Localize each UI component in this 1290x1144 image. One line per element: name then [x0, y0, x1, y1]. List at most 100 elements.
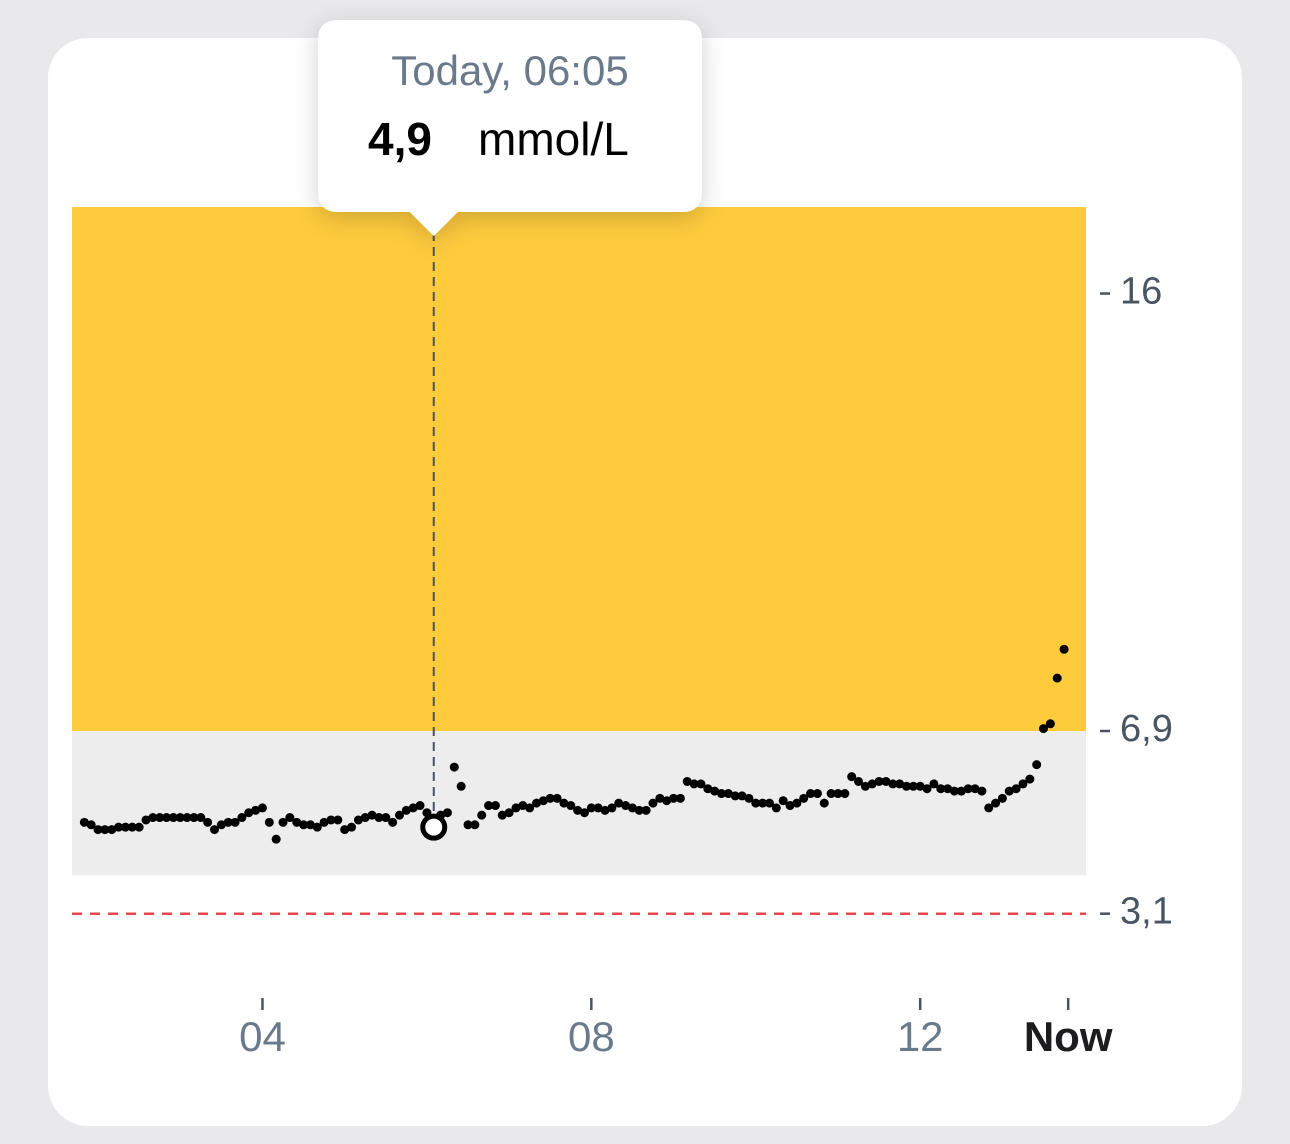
data-point: [854, 776, 864, 786]
data-point: [497, 810, 507, 820]
data-point: [134, 822, 144, 832]
data-point: [984, 803, 994, 813]
data-point: [1018, 779, 1028, 789]
data-point: [285, 813, 295, 823]
data-point: [956, 786, 966, 796]
data-point: [538, 796, 548, 806]
data-point: [463, 820, 473, 830]
data-point: [717, 789, 727, 799]
data-point: [929, 779, 939, 789]
data-point: [915, 781, 925, 791]
data-point: [703, 784, 713, 794]
range-band: [72, 731, 1086, 876]
data-point: [120, 822, 130, 832]
data-point: [867, 779, 877, 789]
data-point: [114, 822, 124, 832]
data-point: [641, 805, 651, 815]
data-point: [189, 813, 199, 823]
data-point: [847, 772, 857, 782]
data-point: [607, 803, 617, 813]
x-tick-label: 12: [897, 1013, 944, 1060]
data-point: [264, 817, 274, 827]
data-point: [333, 815, 343, 825]
data-point: [182, 813, 192, 823]
data-point: [449, 762, 459, 772]
x-tick-label: 04: [239, 1013, 286, 1060]
data-point: [353, 815, 363, 825]
data-point: [456, 781, 466, 791]
data-point: [408, 803, 418, 813]
data-point: [175, 813, 185, 823]
data-point: [963, 784, 973, 794]
data-point: [278, 817, 288, 827]
data-point: [614, 798, 624, 808]
data-point: [799, 793, 809, 803]
data-point: [1025, 774, 1035, 784]
selected-point: [420, 813, 448, 841]
data-point: [251, 805, 261, 815]
data-point: [559, 798, 569, 808]
data-point: [107, 825, 117, 835]
data-point: [908, 781, 918, 791]
data-point: [806, 789, 816, 799]
tooltip-value: 4,9: [368, 113, 432, 165]
data-point: [586, 803, 596, 813]
data-point: [881, 776, 891, 786]
data-point: [1045, 719, 1055, 729]
data-point: [689, 779, 699, 789]
data-point: [874, 776, 884, 786]
data-point: [401, 805, 411, 815]
tooltip-unit: mmol/L: [478, 113, 629, 165]
data-point: [299, 820, 309, 830]
data-point: [141, 815, 151, 825]
data-point: [600, 805, 610, 815]
data-point: [525, 803, 535, 813]
data-point: [86, 820, 96, 830]
data-point: [168, 813, 178, 823]
data-point: [319, 817, 329, 827]
data-point: [257, 803, 267, 813]
data-point: [394, 810, 404, 820]
data-point: [792, 798, 802, 808]
data-point: [764, 798, 774, 808]
data-point: [381, 813, 391, 823]
data-point: [79, 817, 89, 827]
data-point: [203, 817, 213, 827]
data-point: [1011, 784, 1021, 794]
data-point: [991, 798, 1001, 808]
tooltip-box: [318, 20, 702, 236]
range-band: [72, 207, 1086, 732]
data-point: [675, 793, 685, 803]
data-point: [223, 817, 233, 827]
x-tick-label: 08: [568, 1013, 615, 1060]
data-point: [655, 793, 665, 803]
data-point: [504, 808, 514, 818]
data-point: [545, 793, 555, 803]
data-point: [785, 801, 795, 811]
data-point: [621, 801, 631, 811]
tooltip-time: Today, 06:05: [391, 47, 628, 94]
data-point: [895, 779, 905, 789]
data-point: [1052, 673, 1062, 683]
data-point: [751, 798, 761, 808]
data-point: [758, 798, 768, 808]
data-point: [210, 825, 220, 835]
data-point: [997, 793, 1007, 803]
data-point: [388, 817, 398, 827]
data-point: [244, 808, 254, 818]
data-point: [737, 791, 747, 801]
data-point: [271, 834, 281, 844]
data-point: [936, 784, 946, 794]
data-point: [1059, 644, 1069, 654]
data-point: [566, 801, 576, 811]
data-point: [970, 784, 980, 794]
y-tick-label: 3,1: [1120, 891, 1173, 933]
data-point: [127, 822, 137, 832]
data-point: [723, 789, 733, 799]
data-point: [100, 825, 110, 835]
x-tick-label: Now: [1024, 1013, 1113, 1060]
data-point: [860, 781, 870, 791]
data-point: [340, 825, 350, 835]
tooltip: Today, 06:05 4,9 mmol/L: [318, 20, 702, 236]
